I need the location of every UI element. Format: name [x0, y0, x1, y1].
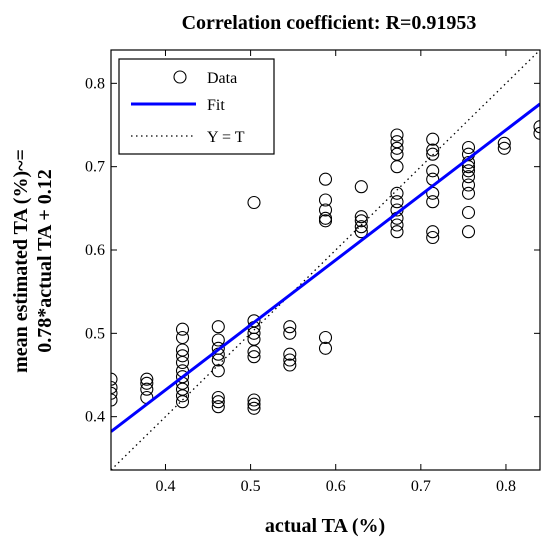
data-point: [318, 172, 333, 186]
y-tick-label: 0.6: [85, 242, 105, 259]
data-point: [283, 326, 297, 340]
x-axis-label: actual TA (%): [265, 515, 385, 537]
data-point: [390, 225, 404, 239]
legend-label-fit: Fit: [207, 97, 225, 114]
data-point: [426, 143, 440, 157]
y-tick-label: 0.8: [85, 75, 105, 92]
data-point: [461, 140, 476, 155]
y-tick-label: 0.4: [85, 409, 105, 426]
data-point: [426, 164, 440, 178]
data-point: [175, 349, 190, 363]
data-point: [247, 393, 261, 407]
data-point: [390, 135, 404, 149]
data-point: [354, 220, 368, 234]
data-point: [390, 186, 404, 200]
data-point: [533, 120, 540, 134]
data-point: [461, 164, 476, 178]
data-point: [247, 345, 261, 359]
data-point: [354, 180, 368, 194]
data-point: [390, 195, 404, 209]
x-tick-label: 0.6: [326, 478, 346, 495]
data-point: [211, 390, 225, 405]
data-point: [247, 397, 261, 411]
identity-line: [111, 50, 540, 470]
data-point: [426, 225, 440, 239]
fit-line: [111, 102, 540, 433]
data-point: [461, 160, 476, 174]
data-point: [461, 186, 476, 200]
data-point: [461, 205, 476, 220]
data-point: [211, 353, 225, 367]
y-axis-label-line-1: mean estimated TA (%)~=: [10, 149, 32, 373]
data-point: [283, 320, 297, 334]
data-point: [211, 395, 225, 409]
data-point: [247, 401, 261, 415]
data-point: [111, 393, 118, 407]
legend-data-marker: [173, 70, 187, 84]
data-point: [318, 203, 333, 217]
plot-area: [110, 49, 541, 471]
data-point: [211, 400, 225, 414]
data-point: [318, 330, 333, 345]
data-point: [318, 193, 333, 207]
data-point: [354, 210, 368, 224]
y-axis-ticks: 0.4 0.5 0.6 0.7 0.8: [85, 75, 540, 426]
x-tick-label: 0.4: [155, 478, 175, 495]
data-point: [175, 389, 190, 403]
data-point: [390, 218, 404, 232]
data-point: [283, 353, 297, 367]
data-point: [111, 380, 118, 395]
legend-label-data: Data: [207, 70, 237, 87]
data-point: [390, 141, 404, 155]
data-point: [318, 341, 333, 355]
data-point: [354, 214, 368, 228]
data-point: [461, 170, 476, 184]
data-point: [318, 211, 333, 225]
data-point: [140, 372, 154, 386]
data-point: [175, 322, 190, 336]
data-point: [175, 330, 190, 345]
data-point: [390, 160, 404, 174]
x-axis-ticks: 0.4 0.5 0.6 0.7 0.8: [155, 50, 516, 495]
data-point: [247, 326, 261, 340]
chart-title: Correlation coefficient: R=0.91953: [182, 12, 477, 34]
data-point: [211, 333, 225, 347]
data-point: [533, 126, 540, 140]
data-point: [283, 358, 297, 372]
x-tick-label: 0.8: [496, 478, 516, 495]
data-point: [175, 395, 190, 409]
data-point: [426, 230, 440, 245]
data-point: [426, 195, 440, 209]
data-point: [247, 195, 261, 210]
legend-box: [118, 58, 275, 155]
x-tick-label: 0.5: [241, 478, 261, 495]
data-point: [318, 214, 333, 228]
legend-label-identity: Y = T: [207, 129, 245, 146]
data-point: [140, 382, 154, 396]
y-axis-label-line-2: 0.78*actual TA + 0.12: [34, 169, 56, 352]
data-point: [461, 225, 476, 239]
data-point: [111, 372, 118, 386]
data-point: [283, 347, 297, 361]
data-point: [211, 364, 225, 378]
y-tick-label: 0.5: [85, 325, 105, 342]
data-point: [140, 376, 154, 390]
data-point: [497, 136, 511, 150]
data-point: [426, 132, 440, 146]
legend: Data Fit Y = T: [118, 58, 275, 155]
data-point: [497, 141, 511, 155]
data-points-layer: [111, 120, 540, 415]
x-tick-label: 0.7: [411, 478, 431, 495]
data-point: [390, 128, 404, 142]
data-point: [247, 350, 261, 364]
data-point: [211, 320, 225, 334]
data-point: [175, 355, 190, 370]
data-point: [461, 178, 476, 192]
data-point: [426, 147, 440, 161]
data-point: [111, 386, 118, 400]
y-tick-label: 0.7: [85, 159, 105, 176]
